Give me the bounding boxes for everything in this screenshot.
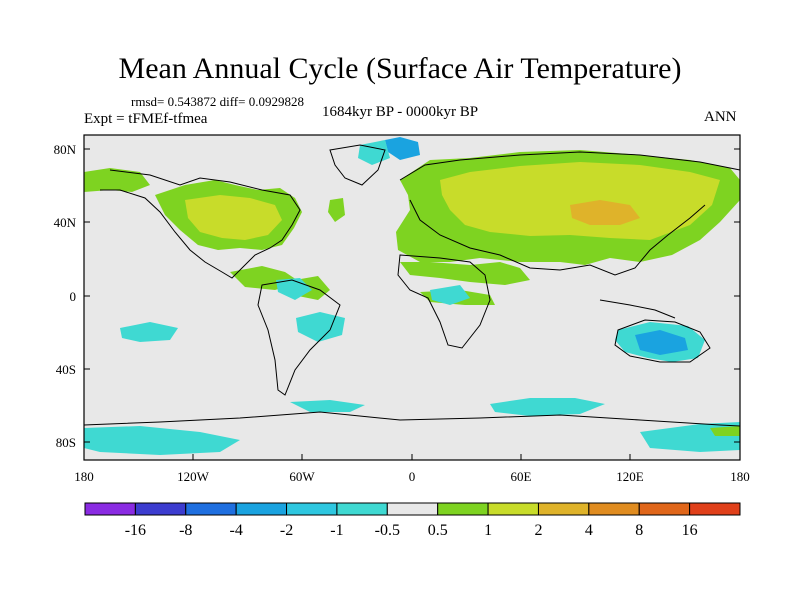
colorbar: -16 -8 -4 -2 -1 -0.5 0.5 1 2 4 8 16 <box>84 502 741 539</box>
eurasia-yellow <box>440 162 720 240</box>
y-label-80n: 80N <box>54 142 77 157</box>
colorbar-box <box>437 502 489 516</box>
map-title: Mean Annual Cycle (Surface Air Temperatu… <box>118 52 682 85</box>
coastlines <box>83 144 741 427</box>
x-label-180w: 180 <box>74 469 94 484</box>
colorbar-box <box>588 502 640 516</box>
x-label-0: 0 <box>409 469 416 484</box>
x-ticks <box>83 454 741 460</box>
colorbar-box <box>537 502 590 516</box>
colorbar-box <box>386 502 439 516</box>
period-text: 1684kyr BP - 0000kyr BP <box>322 104 479 120</box>
colorbar-label: 0.5 <box>428 522 448 539</box>
x-label-180e: 180 <box>730 469 750 484</box>
north-africa-green <box>400 262 530 285</box>
southern-ocean-cyan-a <box>490 398 605 416</box>
southern-ocean-cyan-b <box>290 400 365 412</box>
x-label-120w: 120W <box>177 469 210 484</box>
colorbar-label: -2 <box>280 522 293 539</box>
greenland-green <box>328 198 345 222</box>
alaska-green <box>84 168 150 192</box>
colorbar-label: -4 <box>229 522 242 539</box>
x-labels: 180 120W 60W 0 60E 120E 180 <box>74 469 750 484</box>
africa-coast <box>397 254 491 349</box>
colorbar-box <box>689 502 741 516</box>
x-label-60e: 60E <box>511 469 532 484</box>
eurasia-coast <box>399 151 741 276</box>
colorbar-label: 16 <box>682 522 698 539</box>
antarctica-coast <box>83 411 741 427</box>
colorbar-box <box>487 502 539 516</box>
australia-blue <box>635 330 688 355</box>
australia-coast <box>614 319 711 363</box>
colorbar-label: -16 <box>125 522 146 539</box>
colorbar-label: 2 <box>534 522 542 539</box>
y-labels: 80N 40N 0 40S 80S <box>54 142 77 450</box>
colorbar-box <box>286 502 338 516</box>
antarctica-cyan-left <box>84 426 240 455</box>
central-asia-orange <box>570 200 640 225</box>
x-label-60w: 60W <box>289 469 315 484</box>
colorbar-label: 8 <box>635 522 643 539</box>
indonesia-coast <box>599 299 676 319</box>
anomaly-fields <box>84 137 740 455</box>
colorbar-box <box>638 502 691 516</box>
south-pacific-cyan <box>120 322 178 342</box>
south-america-coast <box>257 279 341 396</box>
stats-text: rmsd= 0.543872 diff= 0.0929828 <box>131 94 304 109</box>
y-ticks <box>84 148 740 443</box>
pacific-cyan <box>296 312 345 342</box>
north-america-coast <box>100 169 301 279</box>
colorbar-label: 1 <box>484 522 492 539</box>
arctic-blue <box>385 137 420 160</box>
y-label-80s: 80S <box>56 435 76 450</box>
colorbar-label: -0.5 <box>375 522 400 539</box>
experiment-text: Expt = tFMEf-tfmea <box>84 111 208 127</box>
colorbar-box <box>336 502 388 516</box>
y-label-0: 0 <box>70 289 77 304</box>
colorbar-box <box>84 502 136 516</box>
east-africa-cyan <box>430 285 470 305</box>
y-label-40s: 40S <box>56 362 76 377</box>
colorbar-label: 4 <box>585 522 593 539</box>
colorbar-box <box>134 502 187 516</box>
colorbar-box <box>185 502 237 516</box>
colorbar-label: -1 <box>330 522 343 539</box>
x-label-120e: 120E <box>616 469 644 484</box>
north-america-yellow <box>185 195 282 240</box>
colorbar-box <box>235 502 288 516</box>
greenland-coast <box>329 144 386 186</box>
season-text: ANN <box>704 109 737 125</box>
colorbar-label: -8 <box>179 522 192 539</box>
antarctica-green-right <box>710 426 740 436</box>
y-label-40n: 40N <box>54 215 77 230</box>
